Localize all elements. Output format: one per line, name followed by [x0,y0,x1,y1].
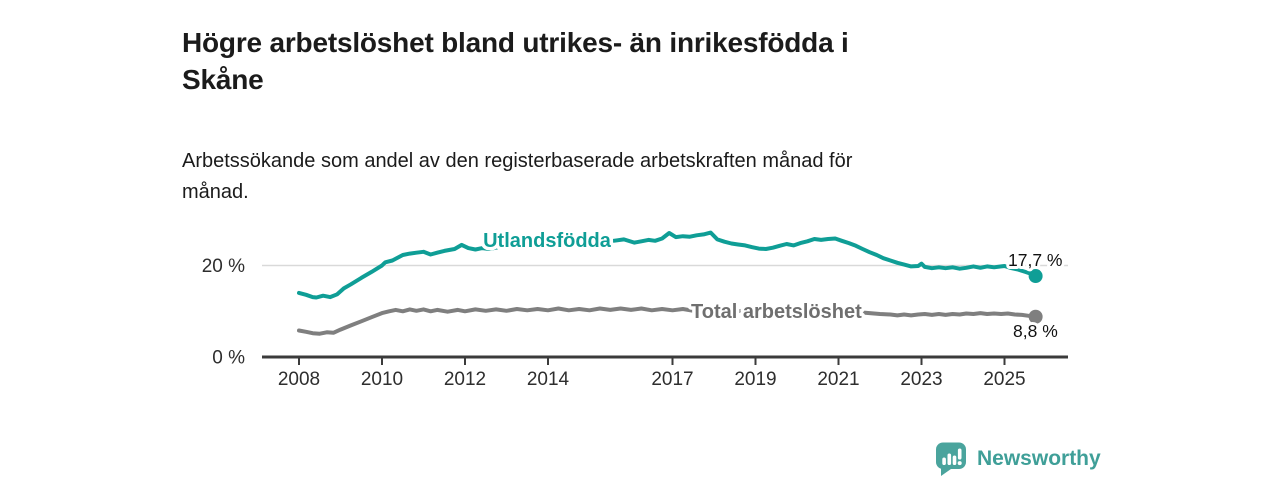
x-tick-label-2019: 2019 [734,369,776,390]
page-subtitle: Arbetssökande som andel av den registerb… [182,150,853,203]
page-title: Högre arbetslöshet bland utrikes- än inr… [182,26,849,95]
newsworthy-logo[interactable]: Newsworthy [934,441,1101,477]
x-tick-label-2017: 2017 [651,369,693,390]
end-value-label-total-arbetsloshet: 8,8 % [1013,321,1058,341]
series-label-utlandsfodda: Utlandsfödda [483,230,612,252]
x-tick-label-2012: 2012 [444,369,486,390]
x-tick-label-2025: 2025 [983,369,1025,390]
y-tick-label-0: 0 % [212,348,245,369]
series-endpoint-total-arbetsloshet [1028,309,1043,324]
bar-chart-speech-bubble-icon [936,442,966,476]
end-value-label-utlandsfodda: 17,7 % [1008,250,1062,270]
x-tick-label-2023: 2023 [900,369,942,390]
series-endpoint-utlandsfodda [1028,269,1043,284]
series-line-total-arbetsloshet [297,305,1038,336]
x-tick-label-2014: 2014 [527,369,570,390]
x-tick-label-2008: 2008 [278,369,320,390]
newsworthy-brand-text: Newsworthy [977,447,1101,470]
x-tick-label-2010: 2010 [361,369,403,390]
x-tick-label-2021: 2021 [817,369,859,390]
series-label-total-arbetsloshet: Total arbetslöshet [691,301,862,323]
y-tick-label-20: 20 % [202,256,245,277]
series-line-utlandsfodda [297,230,1038,300]
